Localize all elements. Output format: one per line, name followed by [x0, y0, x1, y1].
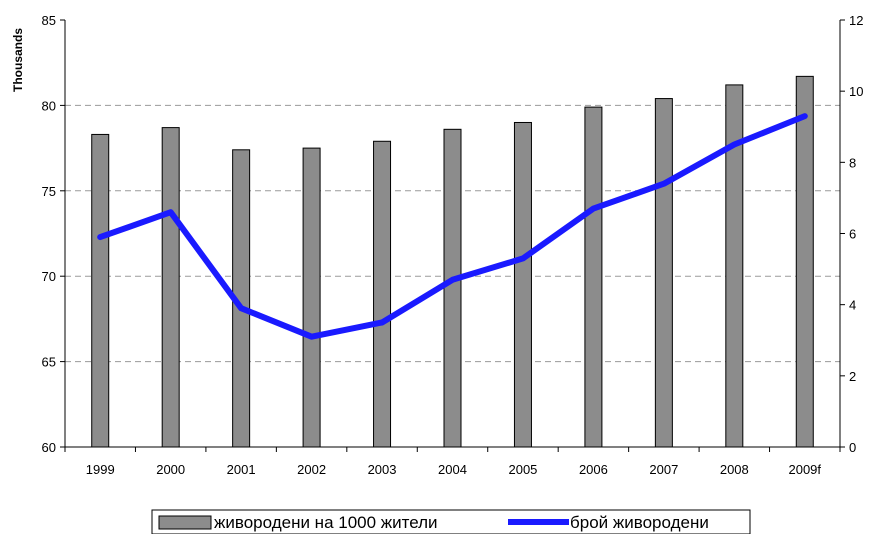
bar-2002 — [302, 147, 321, 448]
left-tick-label: 65 — [42, 355, 56, 370]
left-axis-tick-labels: 60 65 70 75 80 85 — [42, 13, 56, 455]
y-axis-left-label: Thousands — [11, 28, 25, 92]
x-tick-label: 2004 — [438, 462, 467, 477]
legend-bar-label: живородени на 1000 жители — [214, 513, 438, 532]
legend-bar-swatch — [158, 515, 212, 530]
x-tick-label: 2006 — [579, 462, 608, 477]
x-tick-label: 2007 — [649, 462, 678, 477]
right-tick-label: 8 — [849, 155, 856, 170]
x-tick-label: 2009f — [788, 462, 821, 477]
line-series — [97, 113, 808, 340]
left-tick-label: 60 — [42, 440, 56, 455]
x-tick-label: 1999 — [86, 462, 115, 477]
right-axis-tick-labels: 0 2 4 6 8 10 12 — [849, 13, 863, 455]
x-tick-label: 2003 — [368, 462, 397, 477]
left-tick-label: 85 — [42, 13, 56, 28]
right-tick-label: 12 — [849, 13, 863, 28]
x-tick-label: 2005 — [508, 462, 537, 477]
bar-2005 — [513, 121, 532, 448]
bar-2007 — [654, 98, 673, 448]
left-tick-label: 70 — [42, 269, 56, 284]
bar-1999 — [91, 133, 110, 448]
right-tick-label: 2 — [849, 369, 856, 384]
legend: живородени на 1000 жители брой живороден… — [151, 509, 751, 534]
axes — [60, 19, 845, 452]
bar-2006 — [584, 106, 603, 448]
gridlines — [65, 104, 840, 363]
x-tick-label: 2008 — [720, 462, 749, 477]
bar-2004 — [443, 128, 462, 448]
right-tick-label: 0 — [849, 440, 856, 455]
x-tick-label: 2000 — [156, 462, 185, 477]
right-tick-label: 10 — [849, 84, 863, 99]
left-tick-label: 80 — [42, 98, 56, 113]
x-tick-label: 2001 — [227, 462, 256, 477]
x-axis-tick-labels: 1999 2000 2001 2002 2003 2004 2005 2006 2007 2008… — [86, 462, 822, 477]
bar-2000 — [161, 127, 180, 448]
legend-box — [151, 509, 751, 534]
right-tick-label: 6 — [849, 227, 856, 242]
bars — [91, 75, 814, 448]
bar-2003 — [373, 140, 392, 448]
line-series-path — [97, 113, 808, 340]
legend-line-label: брой живородени — [570, 513, 709, 532]
bar-2009f — [795, 75, 814, 448]
x-tick-label: 2002 — [297, 462, 326, 477]
left-tick-label: 75 — [42, 184, 56, 199]
right-tick-label: 4 — [849, 298, 856, 313]
